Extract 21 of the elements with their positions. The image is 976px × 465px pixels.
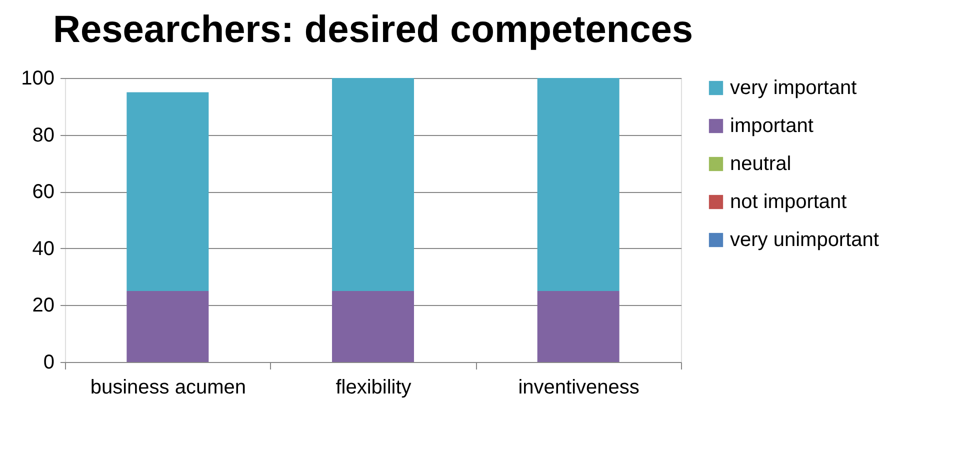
legend-label: very unimportant <box>730 229 880 251</box>
y-tick-label: 40 <box>32 238 54 260</box>
x-tick-label: inventiveness <box>518 376 640 398</box>
chart-title: Researchers: desired competences <box>53 9 693 51</box>
legend-label: neutral <box>730 153 792 175</box>
y-tick-label: 20 <box>32 294 54 317</box>
bar <box>537 291 620 362</box>
legend-label: important <box>730 115 814 137</box>
bar <box>126 291 209 362</box>
y-tick-label: 100 <box>21 68 54 90</box>
bar <box>126 92 209 291</box>
bar <box>332 291 414 362</box>
x-tick-label: business acumen <box>90 376 246 398</box>
legend-label: not important <box>730 191 848 213</box>
y-tick-label: 80 <box>32 124 54 146</box>
y-tick-label: 60 <box>32 181 54 204</box>
bar <box>332 78 414 291</box>
y-tick-label: 0 <box>43 352 54 374</box>
bar <box>537 78 620 291</box>
legend-label: very important <box>730 77 858 99</box>
x-tick-label: flexibility <box>336 376 412 398</box>
